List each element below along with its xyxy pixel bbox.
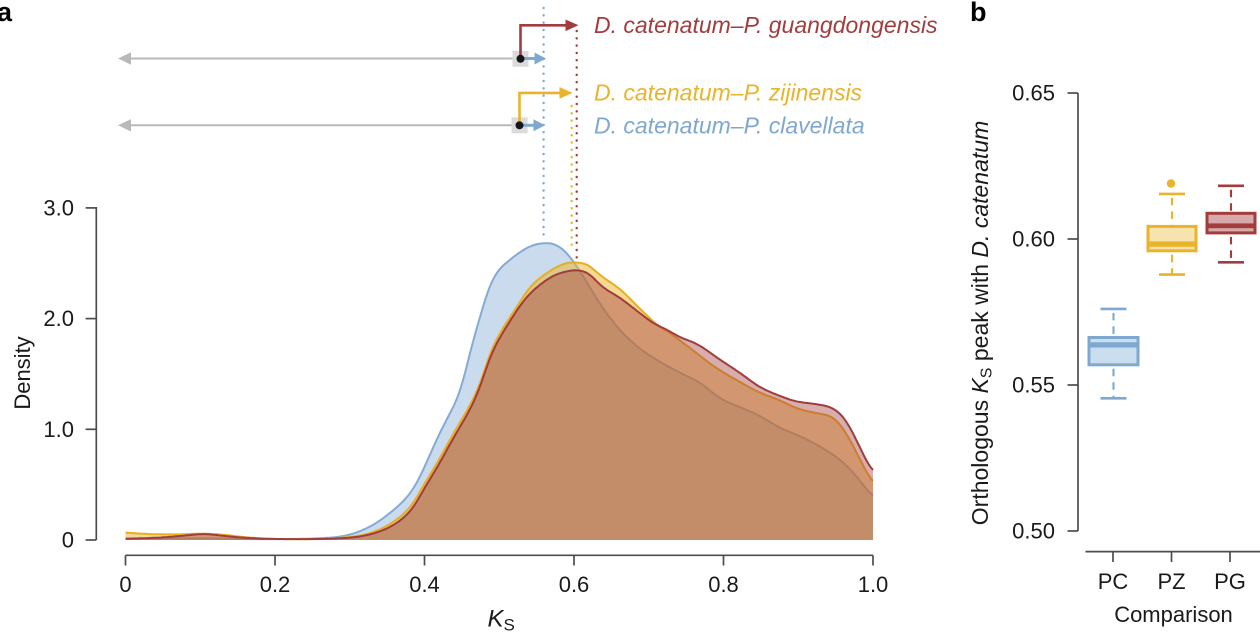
svg-text:2.0: 2.0 bbox=[43, 306, 74, 331]
svg-text:PG: PG bbox=[1214, 569, 1246, 594]
svg-text:1.0: 1.0 bbox=[858, 572, 889, 597]
svg-text:0: 0 bbox=[62, 528, 74, 553]
svg-text:1.0: 1.0 bbox=[43, 417, 74, 442]
svg-text:0.60: 0.60 bbox=[1012, 227, 1055, 252]
svg-text:0.4: 0.4 bbox=[409, 572, 440, 597]
svg-text:0.6: 0.6 bbox=[559, 572, 590, 597]
svg-text:a: a bbox=[0, 0, 13, 27]
svg-text:PZ: PZ bbox=[1157, 569, 1185, 594]
svg-text:D. catenatum–P. clavellata: D. catenatum–P. clavellata bbox=[594, 113, 865, 139]
svg-text:D. catenatum–P. zijinensis: D. catenatum–P. zijinensis bbox=[594, 80, 863, 106]
svg-text:PC: PC bbox=[1098, 569, 1129, 594]
svg-text:Comparison: Comparison bbox=[1114, 602, 1233, 627]
svg-text:b: b bbox=[970, 0, 987, 27]
svg-text:Density: Density bbox=[10, 336, 35, 409]
svg-text:D. catenatum–P. guangdongensis: D. catenatum–P. guangdongensis bbox=[594, 12, 938, 38]
svg-text:0.2: 0.2 bbox=[260, 572, 291, 597]
svg-text:0.8: 0.8 bbox=[708, 572, 739, 597]
svg-text:Orthologous KS peak with D. ca: Orthologous KS peak with D. catenatum bbox=[967, 121, 996, 525]
svg-text:0: 0 bbox=[119, 572, 131, 597]
svg-text:0.65: 0.65 bbox=[1012, 81, 1055, 106]
svg-text:0.55: 0.55 bbox=[1012, 373, 1055, 398]
svg-text:3.0: 3.0 bbox=[43, 195, 74, 220]
svg-text:0.50: 0.50 bbox=[1012, 519, 1055, 544]
